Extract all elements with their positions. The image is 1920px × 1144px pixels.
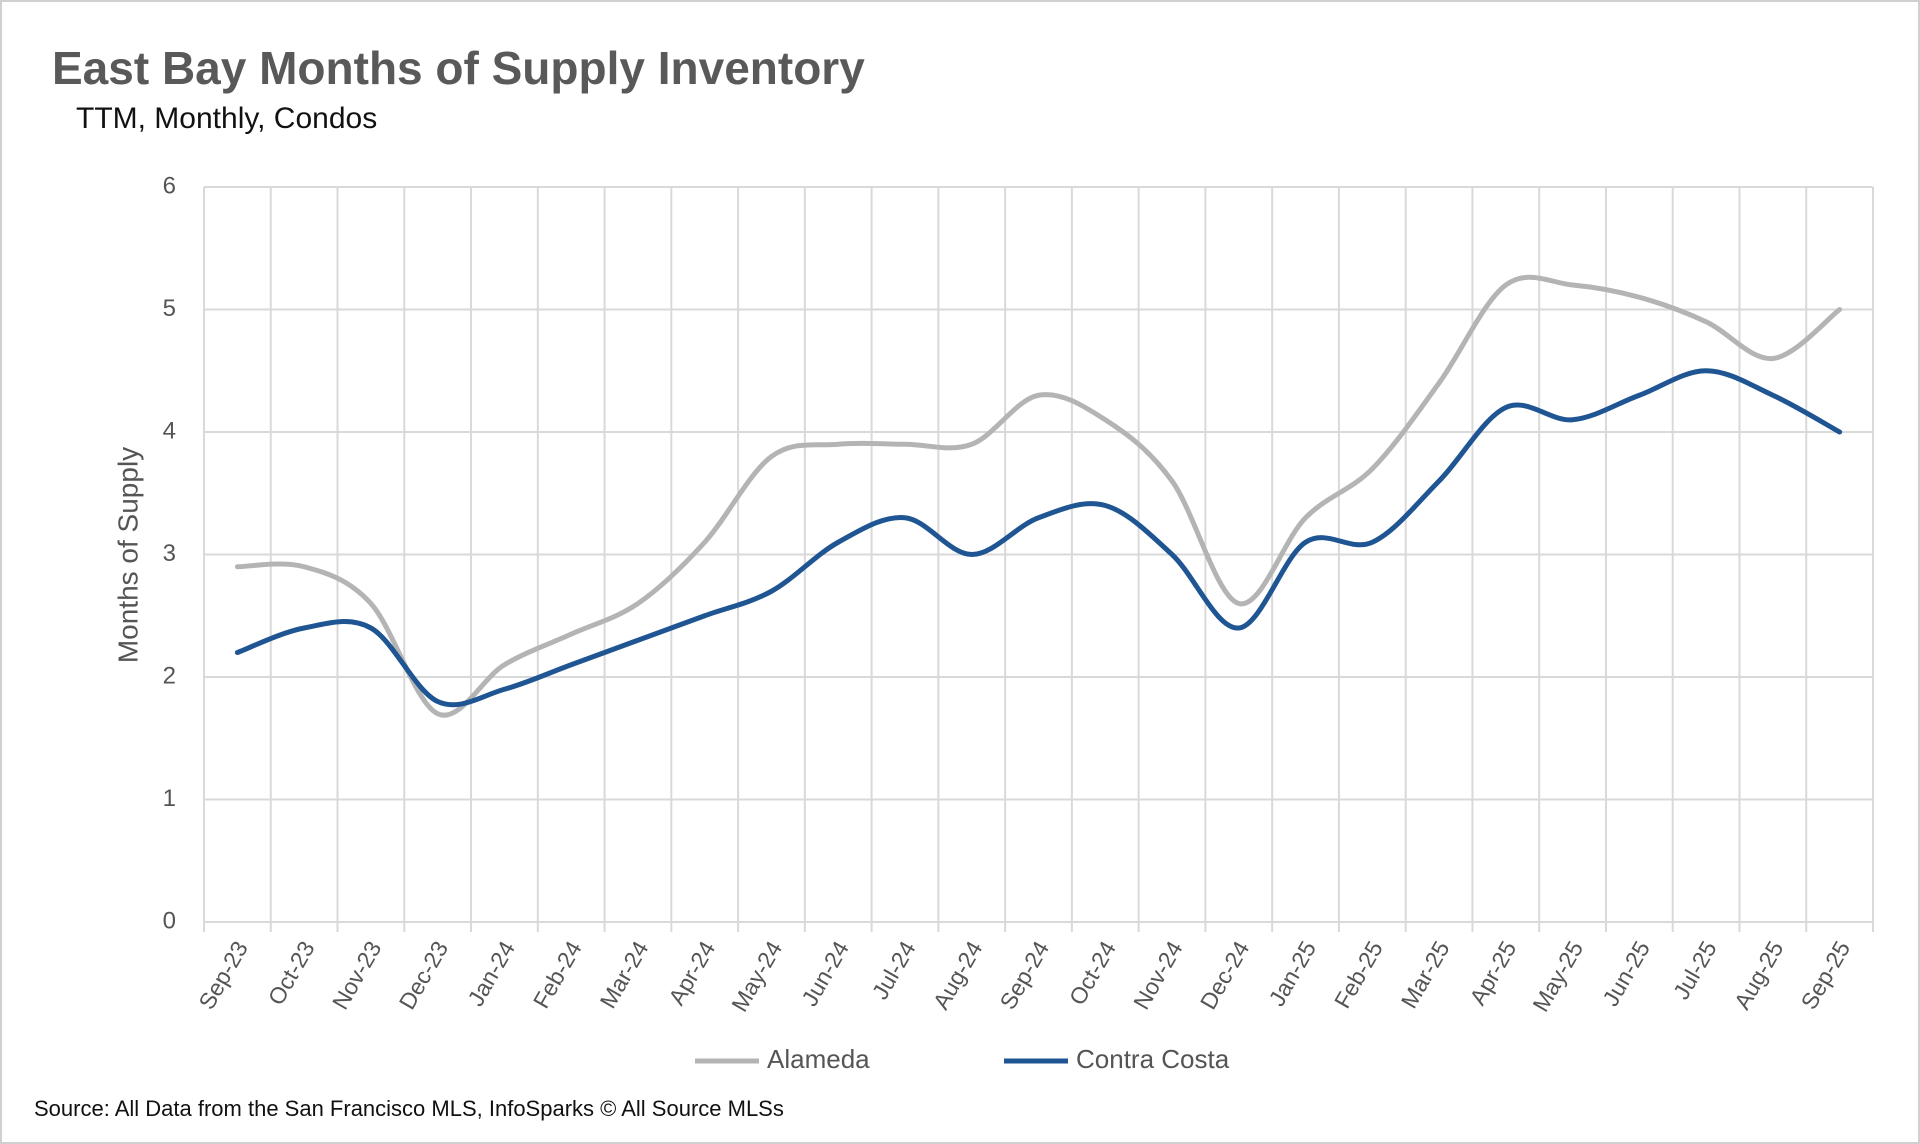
y-tick-label: 6 bbox=[163, 172, 176, 199]
series-line bbox=[234, 274, 1843, 718]
y-tick-label: 1 bbox=[163, 785, 176, 812]
legend-label: Alameda bbox=[767, 1044, 870, 1074]
y-tick-label: 0 bbox=[163, 907, 176, 934]
series-line bbox=[234, 368, 1843, 708]
y-tick-label: 3 bbox=[163, 540, 176, 567]
y-tick-label: 2 bbox=[163, 662, 176, 689]
legend-label: Contra Costa bbox=[1076, 1044, 1230, 1074]
y-tick-label: 5 bbox=[163, 295, 176, 322]
y-tick-label: 4 bbox=[163, 417, 176, 444]
chart-title: East Bay Months of Supply Inventory bbox=[52, 42, 865, 94]
chart-subtitle: TTM, Monthly, Condos bbox=[76, 102, 377, 135]
source-note: Source: All Data from the San Francisco … bbox=[34, 1096, 784, 1121]
y-axis-label: Months of Supply bbox=[112, 447, 143, 663]
